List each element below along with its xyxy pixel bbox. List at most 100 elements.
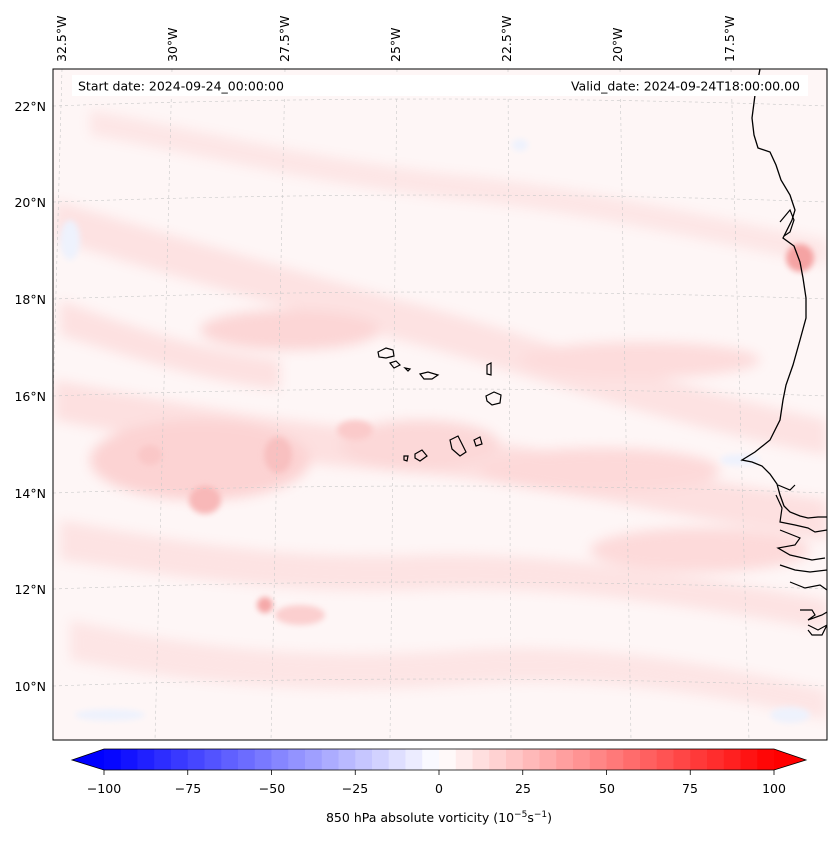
lon-label-32-5w: 32.5°W (54, 16, 69, 62)
lat-label-14n: 14°N (14, 486, 46, 501)
meridian-22-5w (507, 69, 512, 740)
colorbar-cell (506, 749, 524, 770)
colorbar-ticks: −100 −75 −50 −25 0 25 50 75 100 (87, 781, 786, 796)
lat-label-12n: 12°N (14, 582, 46, 597)
lon-label-20w: 20°W (610, 27, 625, 62)
lon-label-27-5w: 27.5°W (277, 16, 292, 62)
colorbar-cell (254, 749, 272, 770)
colorbar-cell (422, 749, 440, 770)
latitude-labels: 22°N 20°N 18°N 16°N 14°N 12°N 10°N (14, 99, 46, 694)
colorbar-tick-label: −75 (175, 781, 201, 796)
colorbar-cell (439, 749, 457, 770)
colorbar-cell (589, 749, 607, 770)
parallel-16n (53, 388, 827, 397)
header-box (72, 75, 808, 96)
island-santiago (449, 435, 467, 457)
senegal-gambia-coast (775, 484, 827, 636)
meridian-17-5w (730, 69, 750, 740)
colorbar-cell (271, 749, 289, 770)
meridian-30w (154, 69, 173, 740)
colorbar-max-extension (774, 749, 806, 770)
colorbar-cell (455, 749, 473, 770)
colorbar-cell (104, 749, 122, 770)
island-sal (486, 362, 492, 376)
africa-coastline (740, 69, 827, 519)
valid-date-label: Valid_date: 2024-09-24T18:00:00.00 (571, 79, 800, 94)
island-brava (403, 455, 409, 462)
coast-spur-19n (779, 208, 795, 237)
colorbar-cell (472, 749, 490, 770)
colorbar-cell (204, 749, 222, 770)
parallel-20n (53, 194, 827, 203)
colorbar-cell (238, 749, 256, 770)
colorbar-cell (522, 749, 540, 770)
colorbar-cell (355, 749, 373, 770)
colorbar-cell (489, 749, 507, 770)
lon-label-30w: 30°W (165, 27, 180, 62)
graticule (53, 69, 827, 740)
colorbar-cell (187, 749, 205, 770)
longitude-labels: 32.5°W 30°W 27.5°W 25°W 22.5°W 20°W 17.5… (54, 16, 737, 62)
island-santa-luzia (403, 367, 412, 372)
colorbar: −100 −75 −50 −25 0 25 50 75 100 850 hPa … (70, 748, 808, 825)
colorbar-cell (338, 749, 356, 770)
colorbar-min-extension (72, 749, 104, 770)
colorbar-cell (154, 749, 172, 770)
colorbar-cell (723, 749, 741, 770)
parallel-10n (53, 678, 827, 687)
lat-label-18n: 18°N (14, 292, 46, 307)
colorbar-tick-label: 75 (682, 781, 698, 796)
colorbar-tick-label: 100 (762, 781, 786, 796)
lon-label-25w: 25°W (388, 27, 403, 62)
cape-verde-islands (377, 347, 502, 462)
colorbar-cell (573, 749, 591, 770)
parallel-22n (53, 98, 827, 107)
parallel-18n (53, 291, 827, 300)
lon-label-22-5w: 22.5°W (499, 16, 514, 62)
field-negative-spots (60, 139, 810, 723)
vorticity-field: Start date: 2024-09-24_00:00:00 Valid_da… (53, 69, 827, 740)
colorbar-cell (321, 749, 339, 770)
lat-label-20n: 20°N (14, 195, 46, 210)
colorbar-cell (556, 749, 574, 770)
island-sao-nicolau (418, 371, 440, 380)
lon-label-17-5w: 17.5°W (722, 16, 737, 62)
island-fogo (414, 449, 428, 462)
field-positive-bands (55, 110, 827, 720)
colorbar-tick-label: 50 (599, 781, 615, 796)
colorbar-tick-label: −100 (87, 781, 121, 796)
colorbar-cell (640, 749, 658, 770)
colorbar-cell (623, 749, 641, 770)
colorbar-cell (740, 749, 758, 770)
colorbar-cell (120, 749, 138, 770)
field-strong-spots (138, 244, 814, 625)
colorbar-cell (171, 749, 189, 770)
colorbar-cell (388, 749, 406, 770)
parallel-12n (53, 581, 827, 590)
map-frame (52, 68, 828, 741)
colorbar-cell (405, 749, 423, 770)
colorbar-cell (221, 749, 239, 770)
lat-label-10n: 10°N (14, 679, 46, 694)
island-santo-antao (377, 347, 395, 359)
lat-label-22n: 22°N (14, 99, 46, 114)
colorbar-tick-label: −50 (259, 781, 285, 796)
meridian-27-5w (270, 69, 286, 740)
island-maio (473, 436, 483, 447)
lat-label-16n: 16°N (14, 389, 46, 404)
colorbar-cell (137, 749, 155, 770)
colorbar-cell (707, 749, 725, 770)
colorbar-cell (539, 749, 557, 770)
colorbar-cell (606, 749, 624, 770)
island-boa-vista (485, 391, 502, 406)
colorbar-cells (104, 749, 775, 770)
meridian-20w (619, 69, 632, 740)
colorbar-cell (673, 749, 691, 770)
colorbar-cell (372, 749, 390, 770)
start-date-label: Start date: 2024-09-24_00:00:00 (78, 79, 284, 94)
colorbar-tick-marks (103, 770, 775, 775)
colorbar-tick-label: −25 (342, 781, 368, 796)
colorbar-tick-label: 25 (515, 781, 531, 796)
